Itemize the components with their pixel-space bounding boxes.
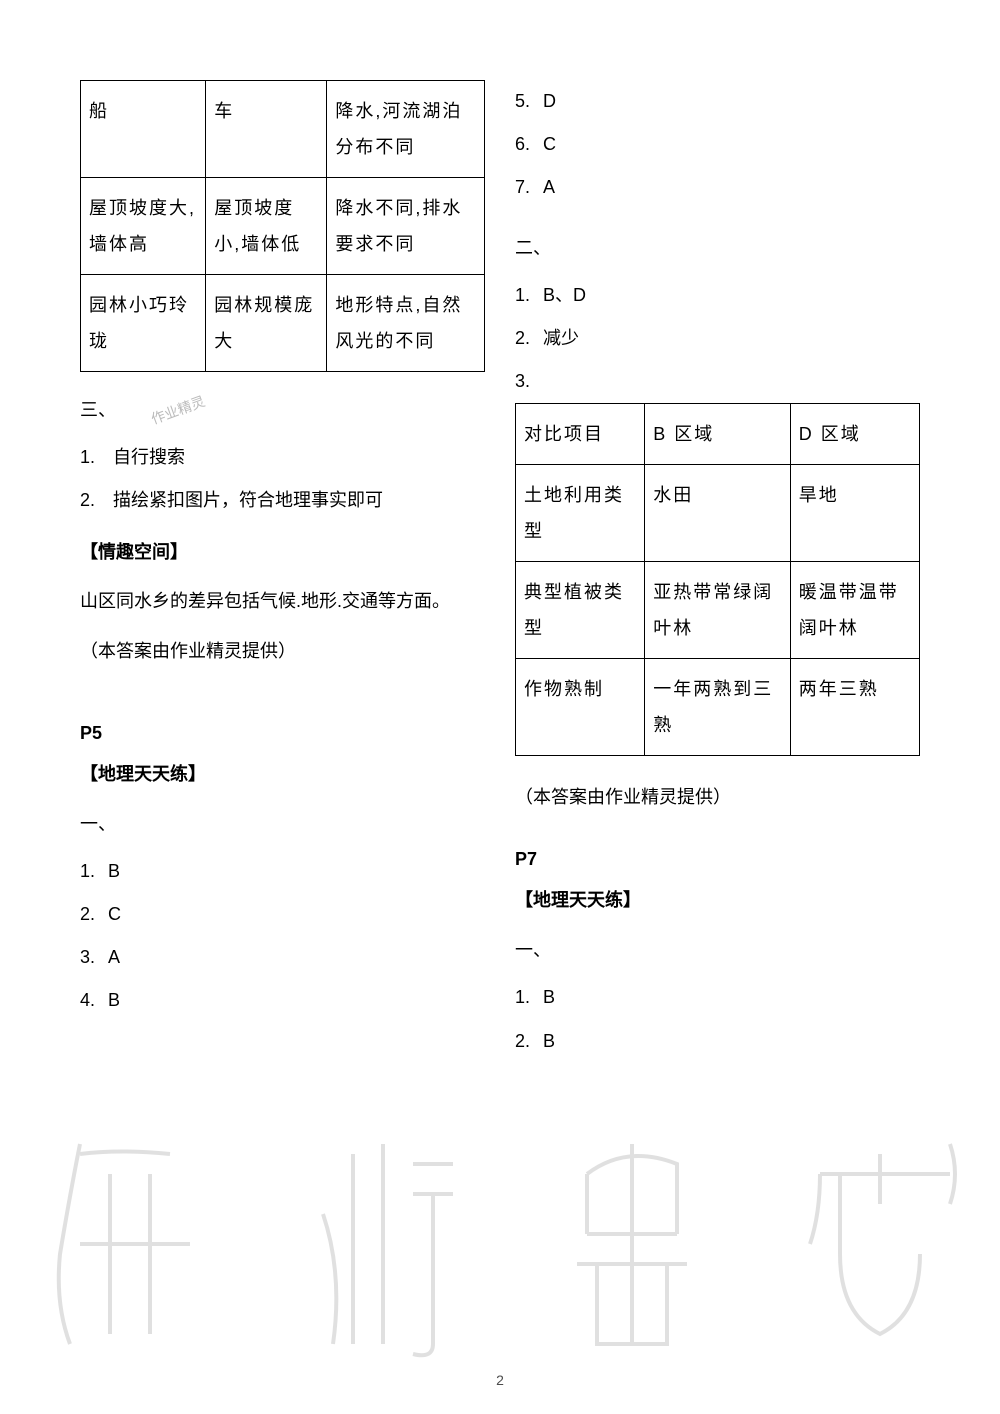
cell: 旱地 xyxy=(790,465,919,562)
item-answer: C xyxy=(543,134,556,154)
item-answer: B xyxy=(543,987,555,1007)
cell: 屋顶坡度大,墙体高 xyxy=(81,178,206,275)
practice-heading: 【地理天天练】 xyxy=(515,886,920,912)
cell: 两年三熟 xyxy=(790,659,919,756)
fun-space-text: 山区同水乡的差异包括气候.地形.交通等方面。 xyxy=(80,580,485,623)
comparison-table-1: 船 车 降水,河流湖泊分布不同 屋顶坡度大,墙体高 屋顶坡度小,墙体低 降水不同… xyxy=(80,80,485,372)
answer-line: 1.B xyxy=(80,850,485,893)
cell: 车 xyxy=(206,81,327,178)
header-cell: B 区域 xyxy=(645,404,790,465)
answer-line: 2. 描绘紧扣图片，符合地理事实即可 xyxy=(80,479,485,522)
answer-line: 1.B xyxy=(515,976,920,1019)
table-row: 园林小巧玲珑 园林规模庞大 地形特点,自然风光的不同 xyxy=(81,275,485,372)
practice-heading: 【地理天天练】 xyxy=(80,760,485,786)
item-answer: 减少 xyxy=(543,328,579,348)
table-row: 典型植被类型 亚热带常绿阔叶林 暖温带温带阔叶林 xyxy=(516,562,920,659)
item-number: 1. xyxy=(80,850,108,893)
item-number: 3. xyxy=(515,360,543,403)
watermark-char-icon xyxy=(273,1114,473,1374)
answer-line: 4.B xyxy=(80,979,485,1022)
item-number: 1. xyxy=(80,436,108,479)
item-answer: A xyxy=(543,177,555,197)
answer-line: 1.B、D xyxy=(515,274,920,317)
cell: 降水不同,排水要求不同 xyxy=(327,178,485,275)
answer-line: 5.D xyxy=(515,80,920,123)
table-row: 屋顶坡度大,墙体高 屋顶坡度小,墙体低 降水不同,排水要求不同 xyxy=(81,178,485,275)
header-cell: D 区域 xyxy=(790,404,919,465)
cell: 一年两熟到三熟 xyxy=(645,659,790,756)
answer-list: 1.B、D 2.减少 3. xyxy=(515,274,920,404)
section-three-label: 三、 xyxy=(80,396,485,422)
table-row: 土地利用类型 水田 旱地 xyxy=(516,465,920,562)
watermark-large xyxy=(20,1114,980,1374)
answer-list: 1.B 2.B xyxy=(515,976,920,1062)
item-number: 4. xyxy=(80,979,108,1022)
item-number: 2. xyxy=(80,479,108,522)
section-two-label: 二、 xyxy=(515,234,920,260)
page-number: 2 xyxy=(496,1372,504,1388)
table-header-row: 对比项目 B 区域 D 区域 xyxy=(516,404,920,465)
cell: 船 xyxy=(81,81,206,178)
item-number: 7. xyxy=(515,166,543,209)
answer-list: 5.D 6.C 7.A xyxy=(515,80,920,210)
item-number: 2. xyxy=(515,1020,543,1063)
comparison-table-2: 对比项目 B 区域 D 区域 土地利用类型 水田 旱地 典型植被类型 亚热带常绿… xyxy=(515,403,920,756)
item-answer: B xyxy=(108,861,120,881)
answer-line: 1. 自行搜索 xyxy=(80,436,485,479)
cell: 典型植被类型 xyxy=(516,562,645,659)
item-number: 5. xyxy=(515,80,543,123)
credit-text: （本答案由作业精灵提供） xyxy=(515,776,920,819)
cell: 园林规模庞大 xyxy=(206,275,327,372)
item-text: 描绘紧扣图片，符合地理事实即可 xyxy=(113,490,383,510)
cell: 亚热带常绿阔叶林 xyxy=(645,562,790,659)
answer-line: 2.C xyxy=(80,893,485,936)
item-answer: B xyxy=(543,1031,555,1051)
item-number: 3. xyxy=(80,936,108,979)
item-number: 2. xyxy=(515,317,543,360)
watermark-char-icon xyxy=(527,1114,727,1374)
section-one-label: 一、 xyxy=(515,936,920,962)
item-answer: B xyxy=(108,990,120,1010)
answer-line: 7.A xyxy=(515,166,920,209)
cell: 暖温带温带阔叶林 xyxy=(790,562,919,659)
answer-line: 3.A xyxy=(80,936,485,979)
cell: 水田 xyxy=(645,465,790,562)
answer-list: 1.B 2.C 3.A 4.B xyxy=(80,850,485,1023)
item-number: 1. xyxy=(515,976,543,1019)
item-answer: A xyxy=(108,947,120,967)
page-p7-label: P7 xyxy=(515,849,920,870)
cell: 园林小巧玲珑 xyxy=(81,275,206,372)
item-number: 1. xyxy=(515,274,543,317)
item-answer: C xyxy=(108,904,121,924)
cell: 降水,河流湖泊分布不同 xyxy=(327,81,485,178)
answer-line: 2.B xyxy=(515,1020,920,1063)
credit-text: （本答案由作业精灵提供） xyxy=(80,630,485,673)
page-p5-label: P5 xyxy=(80,723,485,744)
item-answer: B、D xyxy=(543,285,586,305)
item-answer: D xyxy=(543,91,556,111)
table-row: 作物熟制 一年两熟到三熟 两年三熟 xyxy=(516,659,920,756)
section-one-label: 一、 xyxy=(80,810,485,836)
cell: 作物熟制 xyxy=(516,659,645,756)
answer-line: 3. xyxy=(515,360,920,403)
fun-space-heading: 【情趣空间】 xyxy=(80,538,485,564)
item-text: 自行搜索 xyxy=(113,447,185,467)
table-row: 船 车 降水,河流湖泊分布不同 xyxy=(81,81,485,178)
item-number: 6. xyxy=(515,123,543,166)
cell: 屋顶坡度小,墙体低 xyxy=(206,178,327,275)
cell: 土地利用类型 xyxy=(516,465,645,562)
watermark-char-icon xyxy=(780,1114,980,1374)
answer-line: 2.减少 xyxy=(515,317,920,360)
watermark-char-icon xyxy=(20,1114,220,1374)
cell: 地形特点,自然风光的不同 xyxy=(327,275,485,372)
item-number: 2. xyxy=(80,893,108,936)
answer-line: 6.C xyxy=(515,123,920,166)
header-cell: 对比项目 xyxy=(516,404,645,465)
